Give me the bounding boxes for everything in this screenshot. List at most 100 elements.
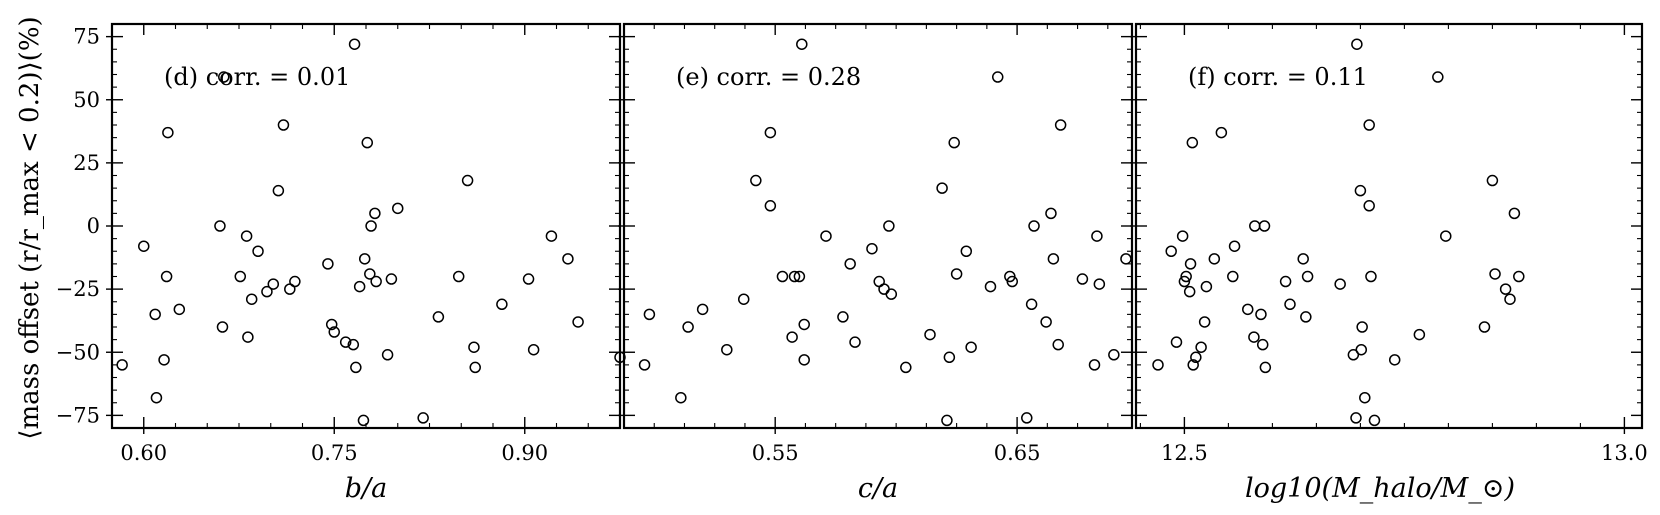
data-point	[1297, 253, 1309, 265]
data-point	[943, 351, 956, 364]
data-point	[1187, 359, 1199, 371]
data-point	[1108, 349, 1120, 361]
data-point	[1513, 270, 1525, 283]
data-point	[252, 245, 264, 257]
panel-annotation: (f) corr. = 0.11	[1188, 63, 1368, 91]
data-point	[1363, 200, 1375, 212]
data-point	[1301, 270, 1314, 283]
data-point	[364, 268, 376, 280]
data-point	[149, 308, 161, 321]
data-point	[392, 202, 404, 215]
panel-annotation: (e) corr. = 0.28	[676, 63, 861, 91]
data-point	[638, 359, 651, 371]
panel-f: 12.5 13.0 (f) corr. = 0.11 log10(M_halo/M_⊙…	[1130, 22, 1648, 504]
data-point	[1365, 270, 1377, 283]
x-axis-label: c/a	[858, 473, 898, 504]
data-point	[322, 258, 334, 270]
data-point	[1478, 321, 1491, 333]
data-point	[150, 391, 163, 404]
data-point	[965, 341, 977, 353]
data-point	[1489, 268, 1501, 280]
data-point	[1006, 275, 1019, 288]
y-tick-label: 25	[73, 151, 100, 175]
data-point	[353, 280, 366, 293]
data-point	[866, 242, 878, 255]
data-point	[764, 200, 777, 212]
y-tick-label: −75	[56, 403, 100, 427]
data-point	[950, 268, 963, 280]
data-point	[1091, 230, 1103, 242]
data-point	[1440, 230, 1452, 242]
data-point	[798, 354, 810, 366]
data-point	[245, 293, 258, 305]
data-point	[1093, 278, 1106, 290]
data-point	[798, 318, 810, 331]
y-tick-label: 0	[87, 214, 100, 238]
data-point	[788, 270, 801, 283]
x-axis-label: log10(M_halo/M_⊙)	[1245, 473, 1515, 504]
data-point	[160, 270, 173, 283]
data-point	[941, 414, 953, 427]
data-point	[936, 182, 948, 194]
data-point	[1054, 119, 1067, 131]
data-point	[325, 318, 338, 331]
data-point	[385, 273, 398, 285]
data-point	[357, 414, 370, 427]
data-point	[545, 230, 558, 242]
data-point	[1354, 184, 1367, 197]
data-point	[277, 119, 290, 131]
data-point	[1334, 278, 1346, 290]
data-point	[1052, 338, 1064, 351]
y-tick-label: −25	[56, 277, 100, 301]
data-point	[1363, 119, 1375, 131]
data-point	[348, 38, 361, 50]
data-point	[1152, 359, 1164, 371]
data-point	[948, 136, 960, 149]
data-point	[844, 258, 856, 270]
panel-e: 0.55 0.65 (e) corr. = 0.28 c/a	[618, 22, 1134, 504]
data-point	[496, 298, 508, 311]
data-point	[234, 270, 247, 283]
data-point	[216, 321, 229, 333]
data-point	[261, 285, 273, 298]
data-point	[675, 391, 687, 404]
data-point	[1368, 414, 1381, 427]
x-tick-label: 12.5	[1161, 441, 1208, 465]
data-point	[452, 270, 465, 283]
data-point	[960, 245, 973, 257]
data-point	[878, 283, 890, 295]
x-tick-label: 0.75	[311, 441, 358, 465]
data-point	[1088, 359, 1101, 371]
x-tick-label: 0.60	[120, 441, 167, 465]
data-point	[820, 230, 832, 242]
data-point	[469, 361, 481, 374]
data-point	[1432, 71, 1444, 83]
data-point	[1259, 361, 1272, 374]
data-point	[1284, 298, 1296, 311]
x-tick-label: 0.90	[501, 441, 548, 465]
data-point	[328, 326, 340, 338]
data-point	[1279, 275, 1292, 288]
data-point	[1170, 336, 1183, 348]
data-point	[158, 354, 170, 366]
data-point	[1255, 308, 1267, 321]
data-point	[1256, 338, 1269, 351]
data-point	[1190, 351, 1202, 364]
data-point	[1176, 230, 1189, 242]
data-point	[339, 336, 352, 348]
data-point	[1076, 273, 1089, 285]
data-point	[1350, 412, 1362, 424]
data-point	[1242, 303, 1254, 316]
data-point	[1040, 316, 1052, 328]
data-point	[984, 280, 997, 293]
data-point	[138, 240, 150, 252]
data-point	[432, 311, 445, 323]
data-point	[682, 321, 694, 333]
data-point	[737, 293, 750, 305]
data-point	[1047, 253, 1060, 265]
data-point	[572, 316, 584, 328]
data-point	[776, 270, 789, 283]
data-point	[218, 71, 230, 83]
x-axis-label: b/a	[345, 473, 387, 504]
